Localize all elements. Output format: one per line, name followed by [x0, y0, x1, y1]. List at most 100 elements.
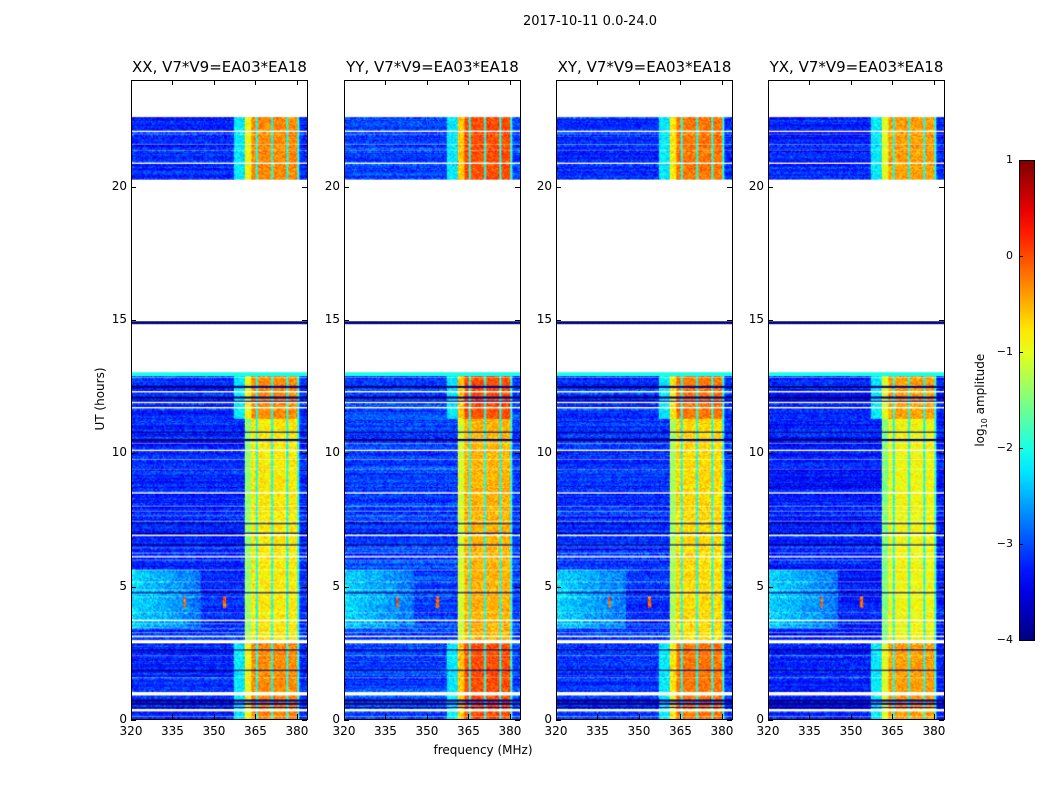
y-tick-label: 20 — [324, 178, 340, 193]
x-tick-mark — [892, 80, 894, 85]
y-tick-mark — [302, 586, 307, 588]
x-tick-mark — [385, 80, 387, 85]
colorbar — [1019, 160, 1035, 641]
y-tick-mark — [727, 320, 732, 321]
x-tick-mark — [344, 714, 345, 719]
x-tick-mark — [768, 714, 769, 719]
colorbar-tick-mark — [1019, 256, 1023, 257]
y-tick-label: 5 — [544, 578, 552, 593]
x-tick-label: 320 — [544, 724, 568, 738]
y-tick-mark — [556, 186, 561, 188]
x-tick-mark — [426, 80, 428, 85]
x-tick-label: 320 — [119, 724, 143, 738]
x-tick-mark — [721, 80, 723, 85]
x-tick-mark — [255, 80, 257, 85]
x-tick-mark — [933, 80, 935, 85]
colorbar-tick-mark — [1019, 448, 1023, 449]
colorbar-label-rest: amplitude — [972, 353, 987, 419]
y-tick-mark — [302, 453, 307, 455]
y-tick-mark — [344, 186, 349, 188]
y-axis-label: UT (hours) — [93, 367, 107, 431]
x-tick-label: 350 — [627, 724, 651, 738]
heatmap-canvas — [769, 81, 944, 719]
y-tick-mark — [515, 186, 520, 188]
y-tick-mark — [515, 586, 520, 588]
y-tick-label: 5 — [756, 578, 764, 593]
colorbar-tick-mark — [1019, 352, 1023, 353]
x-tick-mark — [468, 714, 470, 719]
y-tick-label: 15 — [111, 312, 127, 326]
y-tick-label: 0 — [332, 712, 340, 726]
x-tick-label: 320 — [332, 724, 356, 738]
x-tick-mark — [213, 80, 215, 85]
x-tick-mark — [556, 714, 557, 719]
x-tick-label: 365 — [881, 724, 904, 738]
x-tick-mark — [809, 80, 811, 85]
x-tick-mark — [509, 714, 511, 719]
y-tick-mark — [768, 186, 773, 188]
y-tick-mark — [344, 320, 349, 321]
x-tick-label: 365 — [244, 724, 267, 738]
y-tick-label: 20 — [536, 178, 552, 193]
y-tick-mark — [556, 586, 561, 588]
colorbar-tick-label: −3 — [996, 537, 1013, 550]
y-tick-mark — [302, 186, 307, 188]
heatmap-panel — [344, 80, 521, 720]
x-tick-mark — [850, 80, 852, 85]
heatmap-panel — [556, 80, 733, 720]
x-tick-mark — [638, 714, 640, 719]
x-tick-mark — [213, 714, 215, 719]
y-tick-mark — [939, 586, 944, 588]
x-tick-label: 380 — [498, 724, 522, 738]
heatmap-panel — [768, 80, 945, 720]
x-tick-mark — [131, 714, 132, 719]
x-tick-label: 365 — [669, 724, 692, 738]
x-tick-mark — [172, 80, 174, 85]
x-tick-mark — [721, 714, 723, 719]
y-tick-mark — [727, 453, 732, 455]
x-tick-label: 350 — [415, 724, 439, 738]
x-tick-mark — [296, 714, 298, 719]
panel-title: YX, V7*V9=EA03*EA18 — [769, 58, 944, 76]
y-tick-mark — [727, 720, 732, 721]
x-tick-mark — [468, 80, 470, 85]
y-tick-label: 15 — [748, 312, 764, 326]
x-tick-mark — [131, 80, 132, 85]
x-tick-mark — [255, 714, 257, 719]
x-tick-label: 335 — [161, 724, 184, 738]
colorbar-tick-label: 1 — [1006, 153, 1013, 166]
colorbar-tick-label: −4 — [996, 633, 1013, 646]
x-tick-label: 380 — [922, 724, 946, 738]
heatmap-canvas — [557, 81, 732, 719]
y-tick-mark — [939, 720, 944, 721]
y-tick-mark — [556, 720, 561, 721]
colorbar-tick-label: 0 — [1006, 249, 1013, 262]
y-tick-label: 0 — [544, 712, 552, 726]
y-tick-label: 15 — [324, 312, 340, 326]
x-tick-label: 350 — [202, 724, 226, 738]
y-tick-label: 10 — [748, 445, 764, 460]
x-tick-label: 380 — [285, 724, 309, 738]
x-tick-mark — [385, 714, 387, 719]
x-tick-label: 365 — [457, 724, 480, 738]
y-tick-mark — [131, 186, 136, 188]
y-tick-label: 10 — [111, 445, 127, 460]
y-tick-mark — [768, 720, 773, 721]
y-tick-label: 15 — [536, 312, 552, 326]
y-tick-mark — [515, 720, 520, 721]
y-tick-label: 20 — [111, 178, 127, 193]
x-tick-mark — [426, 714, 428, 719]
y-tick-mark — [515, 320, 520, 321]
panel-title: YY, V7*V9=EA03*EA18 — [346, 58, 519, 76]
x-tick-mark — [933, 714, 935, 719]
colorbar-tick-label: −2 — [996, 441, 1013, 454]
x-tick-mark — [296, 80, 298, 85]
y-tick-mark — [131, 720, 136, 721]
x-tick-label: 335 — [798, 724, 821, 738]
y-tick-mark — [302, 320, 307, 321]
x-tick-mark — [556, 80, 557, 85]
y-tick-mark — [768, 320, 773, 321]
heatmap-canvas — [345, 81, 520, 719]
x-tick-mark — [892, 714, 894, 719]
x-tick-mark — [597, 80, 599, 85]
